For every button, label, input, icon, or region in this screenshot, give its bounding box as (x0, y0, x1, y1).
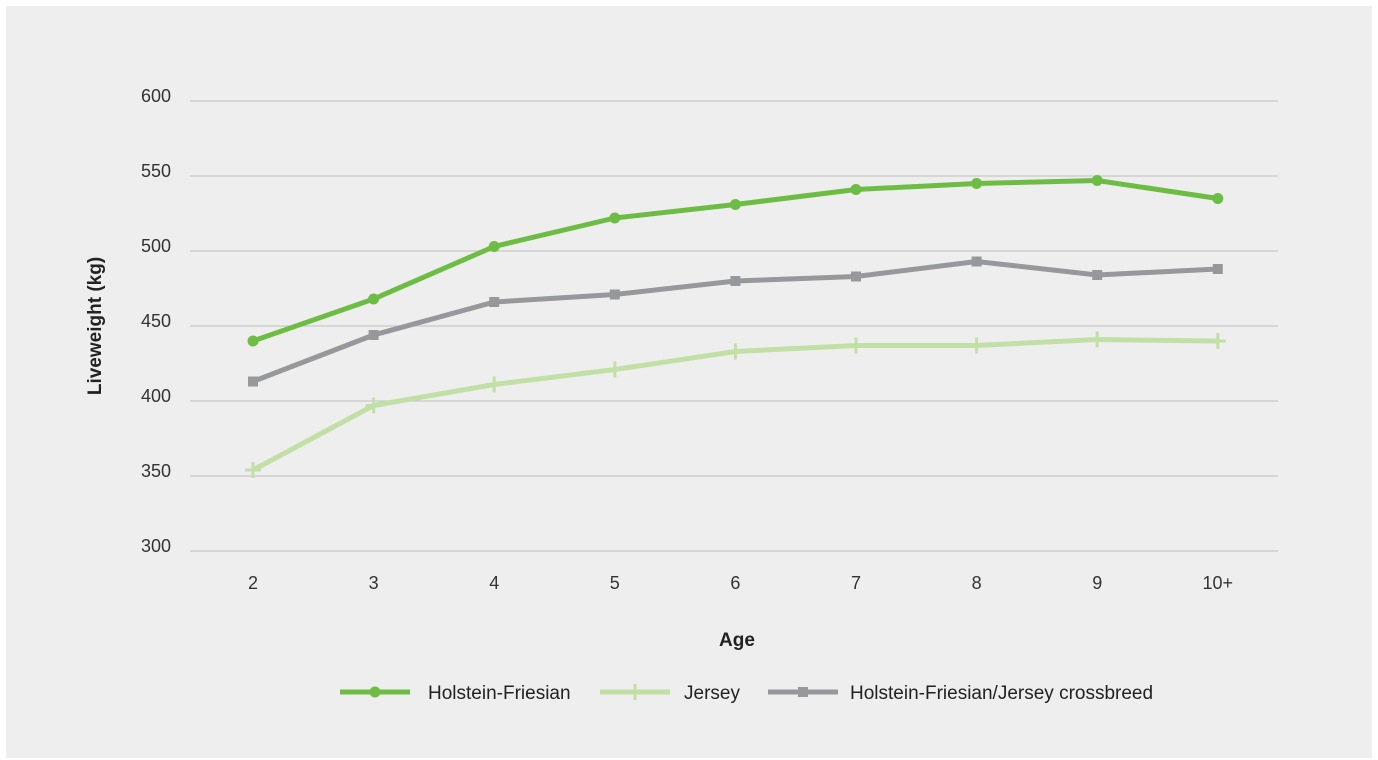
x-axis-title: Age (719, 630, 755, 651)
legend-item: Holstein-Friesian/Jersey crossbreed (768, 683, 1153, 704)
y-tick-label: 350 (141, 461, 171, 481)
legend-label: Holstein-Friesian (428, 683, 571, 704)
x-tick-label: 5 (610, 573, 620, 593)
x-tick-label: 4 (489, 573, 499, 593)
x-tick-label: 6 (730, 573, 740, 593)
data-point (486, 376, 503, 393)
x-axis-ticks: 2 3 4 5 6 7 8 9 10+ (248, 573, 1233, 593)
series-lines (245, 175, 1226, 478)
series-1 (245, 331, 1226, 478)
y-tick-label: 550 (141, 161, 171, 181)
x-tick-label: 3 (369, 573, 379, 593)
data-point (971, 256, 982, 267)
x-tick-label: 7 (851, 573, 861, 593)
data-point (489, 297, 500, 307)
x-tick-label: 10+ (1203, 573, 1234, 593)
data-point (848, 337, 864, 354)
data-point (729, 199, 741, 210)
y-tick-label: 400 (141, 386, 171, 406)
y-axis-ticks: 300 350 400 450 500 550 600 (141, 86, 171, 556)
series-0 (247, 175, 1224, 347)
data-point (365, 397, 382, 414)
grid-lines (190, 100, 1278, 552)
data-point (1212, 193, 1224, 204)
y-tick-label: 500 (141, 236, 171, 256)
data-point (1091, 175, 1103, 186)
chart-panel (6, 6, 1372, 758)
y-tick-label: 600 (141, 86, 171, 106)
data-point (245, 462, 261, 478)
legend-item: Holstein-Friesian (340, 683, 571, 704)
data-point (368, 293, 380, 305)
legend-marker (798, 687, 808, 697)
y-tick-label: 300 (141, 536, 171, 556)
data-point (1092, 270, 1103, 280)
x-tick-label: 9 (1092, 573, 1102, 593)
data-point (850, 184, 862, 195)
data-point (488, 241, 500, 252)
legend-label: Holstein-Friesian/Jersey crossbreed (850, 683, 1153, 704)
x-tick-label: 2 (248, 573, 258, 593)
data-point (851, 271, 861, 282)
data-point (368, 330, 379, 340)
legend-marker (369, 686, 381, 698)
x-tick-label: 8 (972, 573, 982, 593)
data-point (971, 178, 983, 189)
legend: Holstein-Friesian Jersey Holstein-Friesian… (340, 683, 1153, 704)
series-2 (248, 256, 1223, 387)
data-point (247, 335, 259, 347)
data-point (1212, 264, 1223, 274)
legend-item: Jersey (600, 683, 740, 704)
data-point (968, 337, 985, 354)
data-point (1209, 333, 1226, 349)
data-point (606, 361, 623, 378)
data-point (609, 289, 620, 300)
data-point (1089, 331, 1106, 348)
legend-label: Jersey (684, 683, 740, 704)
y-axis-title: Liveweight (kg) (85, 257, 106, 395)
data-point (609, 212, 621, 224)
data-point (727, 343, 744, 360)
legend-marker (627, 684, 643, 700)
data-point (248, 376, 258, 387)
data-point (730, 276, 741, 286)
y-tick-label: 450 (141, 311, 171, 331)
